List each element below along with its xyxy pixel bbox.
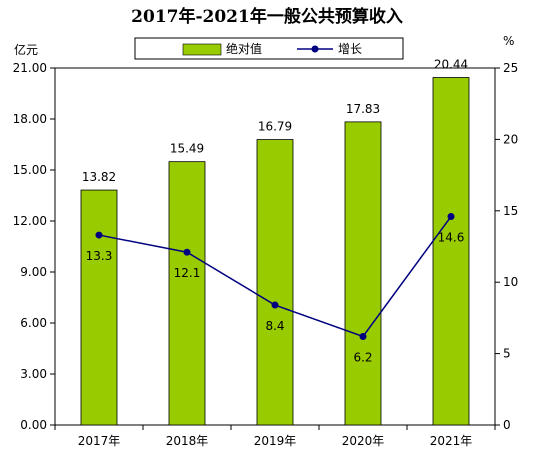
bar [432,77,470,426]
right-tick-label: 20 [503,132,518,146]
left-tick-label: 12.00 [13,214,47,228]
growth-value-label: 13.3 [86,249,113,263]
legend-bar-label: 绝对值 [226,41,262,56]
left-tick-label: 15.00 [13,163,47,177]
left-tick-label: 6.00 [20,316,47,330]
x-tick-label: 2017年 [78,434,121,448]
right-axis-unit: % [503,34,514,48]
bar-series [80,77,470,426]
bar [344,121,382,426]
x-tick-label: 2020年 [342,434,385,448]
growth-point [359,332,367,340]
growth-point [447,213,455,221]
right-tick-label: 10 [503,275,518,289]
right-tick-label: 0 [503,418,511,432]
left-axis-unit: 亿元 [14,42,38,57]
legend-bar-swatch [182,43,222,56]
x-tick-label: 2019年 [254,434,297,448]
growth-value-label: 14.6 [438,231,465,245]
right-tick-label: 15 [503,204,518,218]
x-axis: 2017年 2018年 2019年 2020年 2021年 [54,425,496,448]
x-tick-label: 2018年 [166,434,209,448]
left-tick-label: 9.00 [20,265,47,279]
bar-value-label: 13.82 [82,170,116,184]
growth-point [271,301,279,309]
growth-value-label: 12.1 [174,266,201,280]
left-tick-label: 3.00 [20,367,47,381]
bar [80,189,118,426]
line-series [95,213,455,340]
chart-title: 2017年-2021年一般公共预算收入 [131,6,403,27]
right-tick-label: 5 [503,347,511,361]
legend-line-label: 增长 [338,42,362,56]
growth-point [95,231,103,239]
legend: 绝对值 增长 [134,37,404,60]
legend-line-marker [311,45,319,53]
right-tick-label: 25 [503,61,518,75]
left-tick-label: 21.00 [13,61,47,75]
growth-value-label: 8.4 [265,319,284,333]
bar-data-labels: 13.82 15.49 16.79 17.83 20.44 [82,58,468,185]
bar [168,161,206,426]
left-tick-label: 18.00 [13,112,47,126]
bar-value-label: 16.79 [258,120,292,134]
left-axis: 0.00 3.00 6.00 9.00 12.00 15.00 18.00 21.00 [13,61,55,432]
left-tick-label: 0.00 [20,418,47,432]
x-tick-label: 2021年 [430,434,473,448]
legend-box [134,37,404,60]
bar [256,139,294,426]
bar-value-label: 17.83 [346,102,380,116]
line-data-labels: 13.3 12.1 8.4 6.2 14.6 [86,231,465,365]
growth-point [183,248,191,256]
growth-value-label: 6.2 [353,350,372,364]
bar-value-label: 20.44 [434,58,468,72]
right-axis: 0 5 10 15 20 25 [495,61,518,432]
bar-value-label: 15.49 [170,142,204,156]
